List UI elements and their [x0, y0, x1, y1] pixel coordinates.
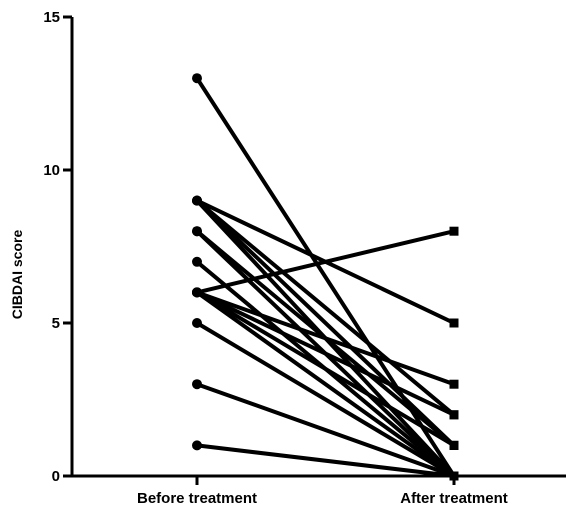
pair-line-10 [195, 290, 456, 417]
y-ticks: 0 5 10 15 [43, 9, 72, 485]
lines-layer [195, 76, 456, 478]
y-tick-label-15: 15 [43, 9, 60, 26]
x-tick-label-0: Before treatment [137, 490, 257, 507]
pair-line-9 [195, 290, 456, 387]
before-point-4 [192, 195, 202, 206]
after-point-10 [449, 410, 459, 420]
pair-line-14 [195, 382, 456, 478]
before-point-0 [192, 73, 202, 84]
y-tick-label-10: 10 [43, 162, 60, 179]
y-axis-title: CIBDAI score [9, 230, 25, 320]
pair-line-2 [195, 198, 456, 417]
y-tick-label-0: 0 [52, 468, 60, 485]
before-point-7 [192, 256, 202, 267]
before-point-14 [192, 379, 202, 390]
before-point-12 [192, 287, 202, 298]
pair-line-15 [195, 443, 456, 478]
pair-line-0 [195, 76, 456, 478]
after-point-8 [449, 226, 459, 236]
x-tick-label-1: After treatment [400, 490, 508, 507]
y-tick-label-5: 5 [52, 315, 60, 332]
pair-line-3 [195, 198, 456, 448]
axes-layer [70, 17, 566, 478]
before-point-15 [192, 440, 202, 451]
pair-line-8 [195, 229, 456, 295]
after-point-9 [449, 379, 459, 389]
after-point-11 [449, 440, 459, 450]
after-point-15 [449, 471, 459, 481]
pair-line-12 [195, 290, 456, 478]
x-tick-labels: Before treatment After treatment [137, 476, 508, 507]
markers-layer [192, 73, 459, 481]
pair-line-13 [195, 321, 456, 478]
before-point-6 [192, 226, 202, 237]
after-point-1 [449, 318, 459, 328]
pair-line-11 [195, 290, 456, 448]
before-point-13 [192, 318, 202, 328]
